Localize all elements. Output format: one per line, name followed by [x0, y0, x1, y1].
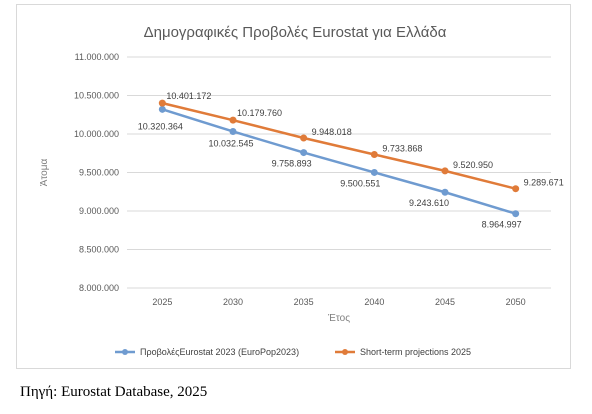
data-label: 9.733.868 — [382, 143, 422, 153]
y-tick-label: 11.000.000 — [75, 52, 119, 62]
x-tick-label: 2035 — [294, 297, 314, 307]
data-label: 8.964.997 — [482, 220, 522, 230]
data-point — [512, 210, 520, 218]
series-line — [162, 101, 516, 190]
y-axis-label: Άτομα — [39, 158, 50, 186]
data-point — [370, 150, 378, 158]
data-point — [229, 127, 237, 135]
data-point — [441, 167, 449, 175]
data-label: 9.243.610 — [409, 198, 449, 208]
x-tick-label: 2030 — [223, 297, 243, 307]
series-2: 10.401.172 10.179.760 9.948.018 9.733.868 9.… — [158, 91, 564, 193]
data-point — [300, 149, 308, 157]
x-tick-label: 2045 — [435, 297, 455, 307]
y-tick-label: 10.500.000 — [74, 91, 119, 101]
line-chart: Δημογραφικές Προβολές Eurostat για Ελλάδ… — [39, 24, 564, 357]
x-tick-label: 2025 — [152, 297, 172, 307]
data-point — [158, 105, 166, 113]
data-label: 10.032.545 — [208, 138, 253, 148]
legend: ΠροβολέςEurostat 2023 (EuroPop2023) Short… — [115, 347, 471, 357]
chart-frame: Δημογραφικές Προβολές Eurostat για Ελλάδ… — [16, 4, 571, 369]
data-point — [512, 185, 520, 193]
y-tick-label: 8.000.000 — [79, 283, 119, 293]
legend-label: Short-term projections 2025 — [360, 347, 471, 357]
legend-label: ΠροβολέςEurostat 2023 (EuroPop2023) — [140, 347, 299, 357]
data-label: 10.320.364 — [138, 121, 183, 131]
data-point — [370, 168, 378, 176]
legend-item: Short-term projections 2025 — [335, 347, 471, 357]
y-tick-label: 8.500.000 — [79, 245, 119, 255]
series-group: 10.320.364 10.032.545 9.758.893 9.500.551 9.… — [138, 91, 564, 230]
data-label: 9.948.018 — [312, 127, 352, 137]
data-label: 10.401.172 — [166, 91, 211, 101]
series-1: 10.320.364 10.032.545 9.758.893 9.500.551 9.… — [138, 105, 522, 230]
chart-title: Δημογραφικές Προβολές Eurostat για Ελλάδ… — [144, 24, 447, 41]
series-line — [161, 108, 517, 215]
y-axis-ticks: 8.000.000 8.500.000 9.000.000 9.500.000 10.0… — [74, 52, 119, 293]
legend-swatch-marker — [342, 349, 348, 355]
grid — [127, 56, 551, 289]
data-point — [441, 188, 449, 196]
source-note: Πηγή: Eurostat Database, 2025 — [20, 384, 208, 400]
data-label: 9.500.551 — [340, 178, 380, 188]
x-tick-label: 2050 — [506, 297, 526, 307]
data-label: 9.289.671 — [524, 178, 564, 188]
legend-swatch-marker — [122, 349, 128, 355]
x-axis-ticks: 2025 2030 2035 2040 2045 2050 — [152, 297, 525, 307]
data-label: 10.179.760 — [237, 108, 282, 118]
data-point — [300, 134, 308, 142]
data-label: 9.520.950 — [453, 160, 493, 170]
data-label: 9.758.893 — [272, 159, 312, 169]
data-point — [229, 116, 237, 124]
x-tick-label: 2040 — [364, 297, 384, 307]
y-tick-label: 10.000.000 — [74, 129, 119, 139]
y-tick-label: 9.000.000 — [79, 206, 119, 216]
legend-item: ΠροβολέςEurostat 2023 (EuroPop2023) — [115, 347, 299, 357]
y-tick-label: 9.500.000 — [79, 168, 119, 178]
data-point — [158, 99, 166, 107]
x-axis-label: Έτος — [327, 313, 350, 324]
